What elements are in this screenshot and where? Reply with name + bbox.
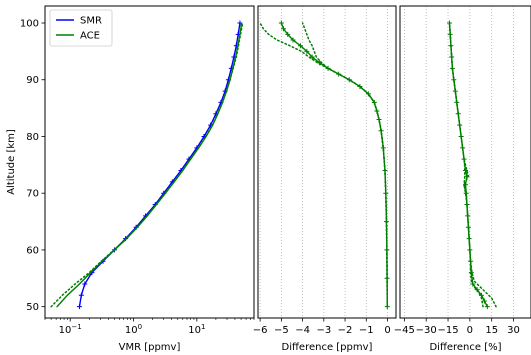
vmr-panel: 10−1 100 101 50 60 70 80 90 100 VMR [ppmv] Altitud… (6, 5, 255, 353)
y-tick-label: 60 (26, 245, 39, 256)
x-tick-label: 0 (467, 325, 473, 336)
y-tick-label: 90 (26, 75, 39, 86)
series-group (446, 20, 497, 310)
axes-frame (257, 5, 397, 319)
data-point-marker-0 (76, 304, 82, 310)
y-tick-label: 50 (26, 302, 39, 313)
y-axis-label: Altitude [km] (6, 129, 17, 195)
series-2-line (448, 22, 484, 308)
x-tick-label: 10−1 (59, 323, 82, 336)
x-tick-label: −45 (394, 325, 415, 336)
data-point-marker-22 (280, 26, 286, 32)
y-tick-label: 80 (26, 132, 39, 143)
y-tick-label: 70 (26, 189, 39, 200)
x-tick-label: −4 (295, 325, 310, 336)
series-group (259, 20, 390, 310)
x-tick-label: −6 (253, 325, 268, 336)
ace-line (56, 22, 243, 308)
x-tick-label: −3 (316, 325, 331, 336)
data-point-marker-20 (290, 37, 296, 43)
data-point-marker-0 (484, 304, 490, 310)
data-point-marker-19 (297, 43, 303, 49)
series-2-line (301, 22, 389, 308)
legend-label-ace: ACE (80, 31, 100, 42)
legend-label-smr: SMR (80, 16, 102, 27)
data-point-marker-21 (285, 31, 291, 37)
data-point-marker-1 (78, 292, 84, 298)
legend-box (49, 9, 113, 47)
axes-frame (399, 5, 531, 319)
y-tick-label: 100 (20, 19, 39, 30)
series-1-line (448, 22, 497, 308)
x-tick-label: 15 (485, 325, 498, 336)
axes-frame (44, 5, 255, 319)
x-tick-label: −2 (338, 325, 353, 336)
data-point-marker-2 (82, 281, 88, 287)
data-point-marker-1 (481, 298, 487, 304)
x-axis-label: Difference [%] (429, 342, 501, 353)
data-point-marker-18 (304, 48, 310, 54)
x-tick-label: −1 (359, 325, 374, 336)
x-tick-label: 101 (188, 323, 205, 336)
x-tick-label: 30 (507, 325, 520, 336)
x-axis-label: Difference [ppmv] (282, 342, 373, 353)
data-point-marker-12 (357, 84, 363, 90)
data-point-marker-17 (309, 54, 315, 60)
series-2-line (50, 22, 244, 308)
series-0-line (280, 22, 388, 308)
series-group (50, 20, 244, 310)
data-point-marker-23 (278, 20, 284, 26)
smr-line (78, 22, 241, 308)
x-tick-label: −15 (437, 325, 458, 336)
x-tick-label: 0 (384, 325, 390, 336)
x-tick-label: −30 (416, 325, 437, 336)
difference-ppmv-panel: −6 −5 −4 −3 −2 −1 0 Difference [ppmv] (253, 5, 397, 353)
x-tick-label: 100 (125, 323, 142, 336)
x-axis-label: VMR [ppmv] (119, 342, 181, 353)
difference-percent-panel: −45−30−15015304Difference [%] (394, 5, 531, 353)
x-tick-label: −5 (274, 325, 289, 336)
series-0-line (448, 22, 489, 308)
